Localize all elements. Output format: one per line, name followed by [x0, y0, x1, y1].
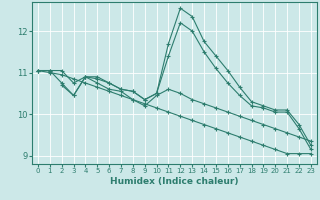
X-axis label: Humidex (Indice chaleur): Humidex (Indice chaleur) [110, 177, 239, 186]
